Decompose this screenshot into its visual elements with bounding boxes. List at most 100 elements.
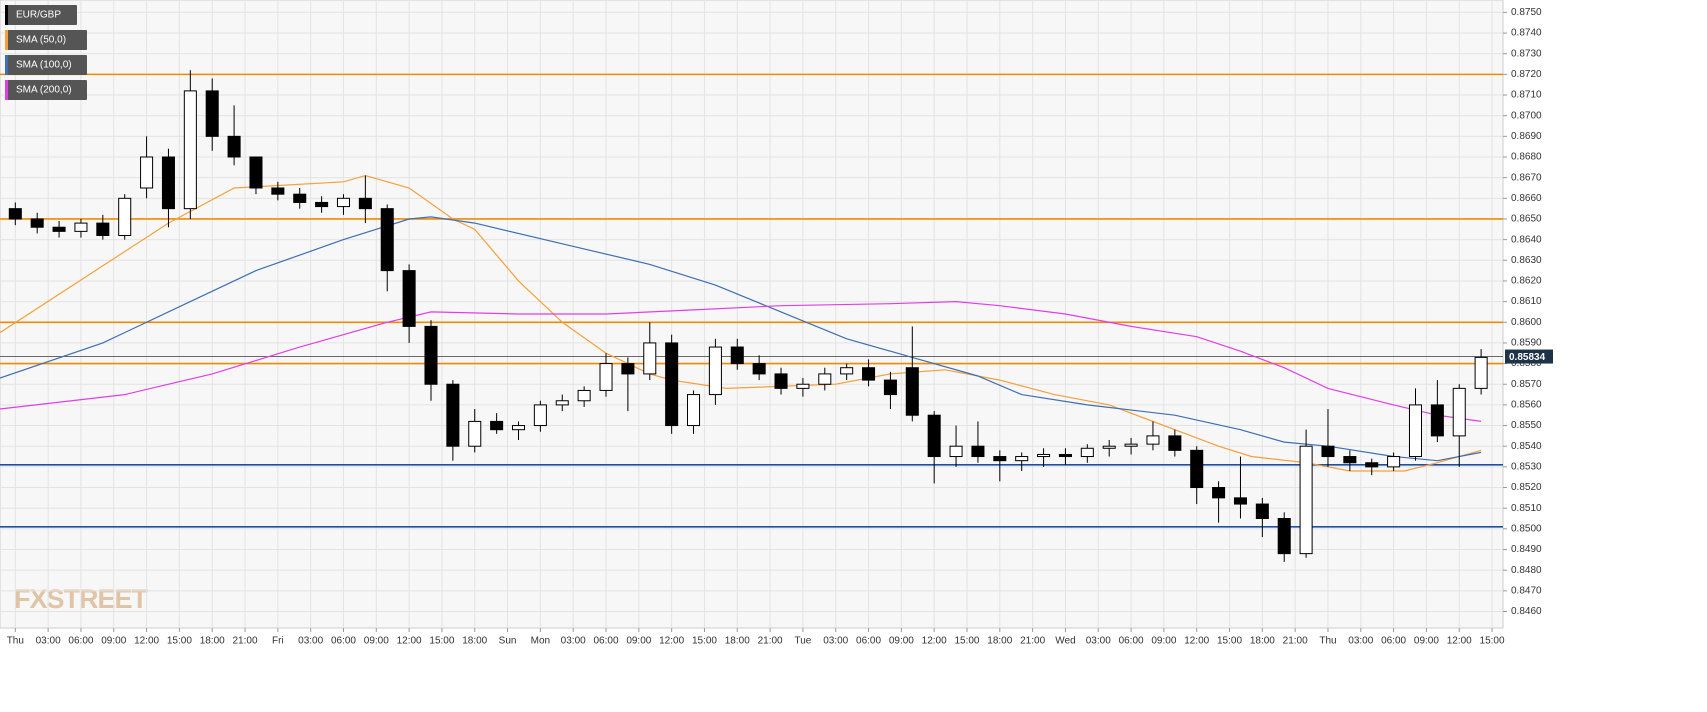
candle-body (52, 226, 66, 232)
candle-body (1255, 503, 1269, 520)
candle-body (293, 193, 307, 203)
y-tick-label: 0.8740 (1511, 28, 1542, 39)
candle-body (1102, 445, 1116, 449)
candle-body (1212, 487, 1226, 499)
x-tick-label: 03:00 (36, 636, 61, 647)
y-tick-label: 0.8660 (1511, 193, 1542, 204)
candle-body (205, 90, 219, 137)
candle-body (424, 325, 438, 385)
candle-body (643, 342, 657, 375)
candle-body (161, 156, 175, 210)
plot-area (0, 0, 1504, 629)
candle-body (96, 222, 110, 237)
candle-body (1277, 518, 1291, 555)
x-tick-label: 12:00 (134, 636, 159, 647)
candle-body (271, 187, 285, 195)
candle-body (687, 394, 701, 427)
y-tick-label: 0.8680 (1511, 152, 1542, 163)
y-tick-label: 0.8460 (1511, 606, 1542, 617)
x-tick-label: 15:00 (954, 636, 979, 647)
x-tick-label: 21:00 (758, 636, 783, 647)
legend-swatch (5, 55, 8, 75)
price-tag-box (1505, 349, 1553, 364)
candle-body (1321, 445, 1335, 458)
y-tick-label: 0.8670 (1511, 172, 1542, 183)
candle-body (577, 389, 591, 402)
candle-body (74, 222, 88, 232)
x-tick-label: Thu (1319, 636, 1336, 647)
price-tag: 0.85834 (1505, 349, 1553, 364)
y-tick-label: 0.8560 (1511, 400, 1542, 411)
watermark: FXSTREET (14, 584, 149, 614)
y-tick-label: 0.8500 (1511, 523, 1542, 534)
candle-body (774, 373, 788, 389)
x-tick-label: 06:00 (593, 636, 618, 647)
candle-body (818, 373, 832, 385)
y-tick-label: 0.8480 (1511, 565, 1542, 576)
y-tick-label: 0.8540 (1511, 441, 1542, 452)
x-tick-label: 12:00 (397, 636, 422, 647)
y-tick-label: 0.8650 (1511, 214, 1542, 225)
candle-body (402, 270, 416, 327)
y-tick-label: 0.8610 (1511, 296, 1542, 307)
x-tick-label: 03:00 (1348, 636, 1373, 647)
legend-box (5, 5, 77, 25)
candle-body (949, 445, 963, 458)
price-tag-label: 0.85834 (1509, 352, 1546, 363)
candle-body (796, 383, 810, 389)
x-tick-label: Thu (7, 636, 24, 647)
x-tick-label: 21:00 (233, 636, 258, 647)
x-tick-label: 15:00 (1217, 636, 1242, 647)
x-tick-label: 06:00 (1381, 636, 1406, 647)
y-tick-label: 0.8640 (1511, 234, 1542, 245)
candle-body (993, 456, 1007, 462)
candle-body (227, 135, 241, 158)
legend-swatch (5, 80, 8, 100)
legend-box (5, 80, 87, 100)
x-tick-label: 09:00 (889, 636, 914, 647)
legend-label: SMA (200,0) (16, 85, 72, 96)
x-tick-label: 03:00 (823, 636, 848, 647)
x-tick-label: 06:00 (856, 636, 881, 647)
candle-body (883, 379, 897, 396)
candle-body (358, 197, 372, 210)
candle-body (1124, 443, 1138, 447)
x-tick-label: 06:00 (331, 636, 356, 647)
candle-body (1430, 404, 1444, 437)
x-tick-label: Mon (531, 636, 550, 647)
y-tick-label: 0.8510 (1511, 503, 1542, 514)
y-tick-label: 0.8520 (1511, 482, 1542, 493)
candle-body (1146, 435, 1160, 445)
candle-body (249, 156, 263, 189)
legend-box (5, 30, 87, 50)
candle-body (490, 420, 504, 431)
y-tick-label: 0.8530 (1511, 462, 1542, 473)
legend-label: EUR/GBP (16, 10, 61, 21)
y-tick-label: 0.8590 (1511, 338, 1542, 349)
candle-body (555, 400, 569, 406)
candle-body (1343, 456, 1357, 464)
y-tick-label: 0.8700 (1511, 110, 1542, 121)
candle-body (511, 425, 526, 431)
x-tick-label: 09:00 (1414, 636, 1439, 647)
candle-body (1058, 453, 1072, 458)
candle-body (1168, 435, 1182, 451)
sma-line (0, 300, 1482, 422)
candle-body (118, 197, 132, 237)
candle-body (840, 367, 854, 375)
y-tick-label: 0.8750 (1511, 7, 1542, 18)
x-tick-label: 15:00 (1480, 636, 1505, 647)
x-tick-label: 18:00 (1250, 636, 1275, 647)
y-tick-label: 0.8710 (1511, 90, 1542, 101)
candle-body (1037, 453, 1051, 458)
candle-body (862, 367, 876, 381)
x-tick-label: 15:00 (429, 636, 454, 647)
candle-body (30, 218, 44, 228)
x-tick-label: 03:00 (561, 636, 586, 647)
y-tick-label: 0.8720 (1511, 69, 1542, 80)
legend-label: SMA (100,0) (16, 60, 72, 71)
x-tick-label: 12:00 (659, 636, 684, 647)
y-tick-label: 0.8470 (1511, 585, 1542, 596)
y-tick-label: 0.8490 (1511, 544, 1542, 555)
